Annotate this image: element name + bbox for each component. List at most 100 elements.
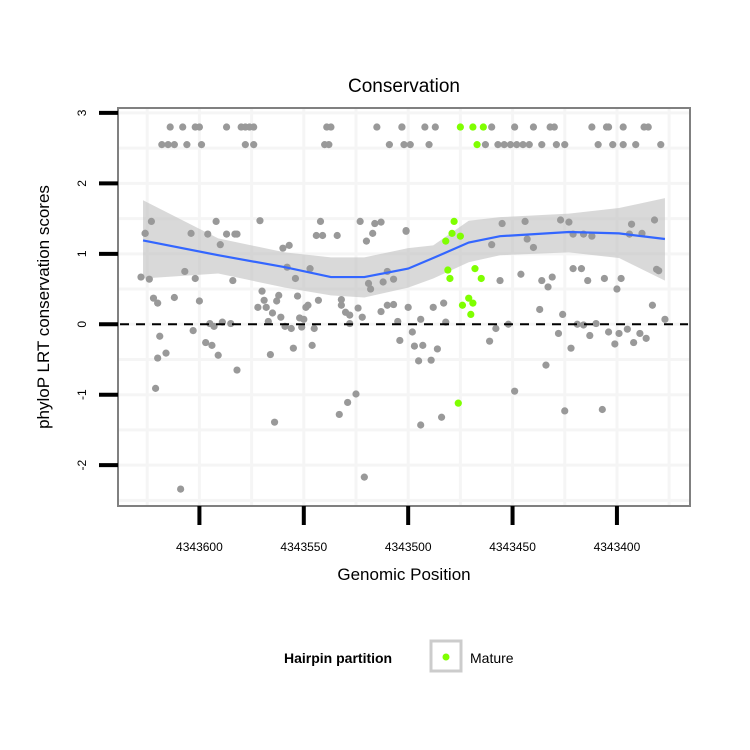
legend-label-mature: Mature [470, 650, 514, 666]
data-point-other [538, 141, 546, 149]
data-point-other [356, 217, 364, 226]
data-point-other [352, 390, 360, 398]
data-point-other [306, 265, 314, 273]
data-point-other [440, 299, 448, 307]
y-tick-label: 2 [75, 180, 89, 187]
data-point-mature [458, 301, 467, 309]
data-point-other [410, 342, 419, 350]
data-point-other [250, 123, 258, 131]
data-point-other [415, 357, 423, 365]
data-point-other [344, 398, 352, 407]
data-point-other [254, 303, 262, 311]
data-point-other [277, 313, 285, 321]
x-axis-title: Genomic Position [337, 565, 470, 584]
data-point-other [398, 123, 406, 131]
data-point-other [421, 123, 429, 131]
data-point-other [364, 279, 373, 288]
data-point-other [417, 421, 425, 429]
data-point-other [285, 241, 293, 249]
data-point-other [525, 141, 533, 149]
data-point-other [204, 230, 212, 238]
data-point-other [544, 283, 552, 291]
data-point-other [588, 123, 596, 131]
data-point-other [287, 324, 295, 333]
data-point-other [496, 276, 504, 285]
points [137, 123, 669, 493]
data-point-other [630, 338, 638, 347]
data-point-other [358, 313, 366, 321]
legend: Hairpin partition Mature [284, 639, 514, 673]
data-point-other [586, 331, 594, 340]
data-point-other [222, 230, 231, 238]
data-point-other [202, 338, 210, 347]
data-point-other [258, 287, 266, 295]
data-point-other [366, 285, 375, 293]
data-point-other [229, 276, 237, 285]
data-point-other [314, 296, 323, 304]
data-point-other [170, 141, 178, 149]
data-point-other [519, 141, 527, 149]
y-tick-label: 1 [75, 250, 89, 257]
data-point-other [594, 141, 602, 149]
data-point-other [333, 231, 341, 240]
data-point-other [377, 307, 385, 316]
data-point-other [268, 309, 277, 317]
data-point-mature [456, 232, 464, 240]
data-point-other [619, 141, 627, 149]
data-point-other [429, 303, 437, 311]
data-point-other [561, 141, 569, 149]
data-point-other [233, 230, 241, 238]
data-point-other [362, 237, 371, 245]
data-point-other [538, 276, 546, 285]
data-point-other [389, 275, 398, 283]
data-point-other [214, 351, 222, 359]
data-point-other [584, 276, 592, 285]
data-point-other [632, 141, 640, 149]
data-point-other [498, 219, 506, 228]
grid [118, 108, 690, 506]
data-point-other [149, 294, 158, 302]
data-point-mature [467, 310, 475, 318]
y-tick-label: 3 [75, 109, 89, 116]
data-point-other [623, 325, 631, 333]
data-point-other [521, 217, 529, 226]
data-point-other [529, 123, 538, 131]
data-point-other [604, 328, 613, 336]
data-point-other [427, 356, 435, 364]
data-point-other [573, 320, 581, 328]
data-point-other [308, 341, 316, 349]
data-point-other [233, 366, 241, 374]
data-point-other [195, 297, 204, 305]
data-point-other [567, 344, 575, 352]
data-point-other [400, 141, 408, 149]
data-point-other [310, 324, 318, 333]
data-point-other [195, 123, 204, 131]
y-axis-title: phyloP LRT conservation scores [34, 185, 53, 429]
data-point-other [298, 323, 306, 331]
data-point-other [523, 235, 531, 243]
data-point-other [554, 329, 563, 338]
data-point-other [216, 241, 224, 249]
x-tick-label: 4343500 [385, 540, 432, 554]
data-point-other [279, 244, 287, 252]
data-point-other [529, 243, 538, 252]
data-point-other [609, 141, 617, 149]
data-point-other [291, 274, 300, 283]
data-point-other [511, 387, 519, 395]
loess-line [142, 230, 666, 279]
data-point-other [154, 354, 162, 362]
confidence-band-area [143, 198, 665, 298]
data-point-other [289, 344, 297, 352]
y-tick-label: -1 [75, 389, 89, 400]
data-point-mature [471, 265, 479, 273]
x-tick-label: 4343550 [280, 540, 327, 554]
data-point-other [371, 219, 379, 228]
data-point-other [241, 141, 249, 149]
data-point-mature [448, 229, 456, 237]
confidence-band [143, 198, 665, 298]
data-point-other [598, 405, 606, 414]
data-point-other [431, 123, 439, 131]
data-point-other [485, 337, 494, 345]
data-point-other [183, 141, 191, 149]
